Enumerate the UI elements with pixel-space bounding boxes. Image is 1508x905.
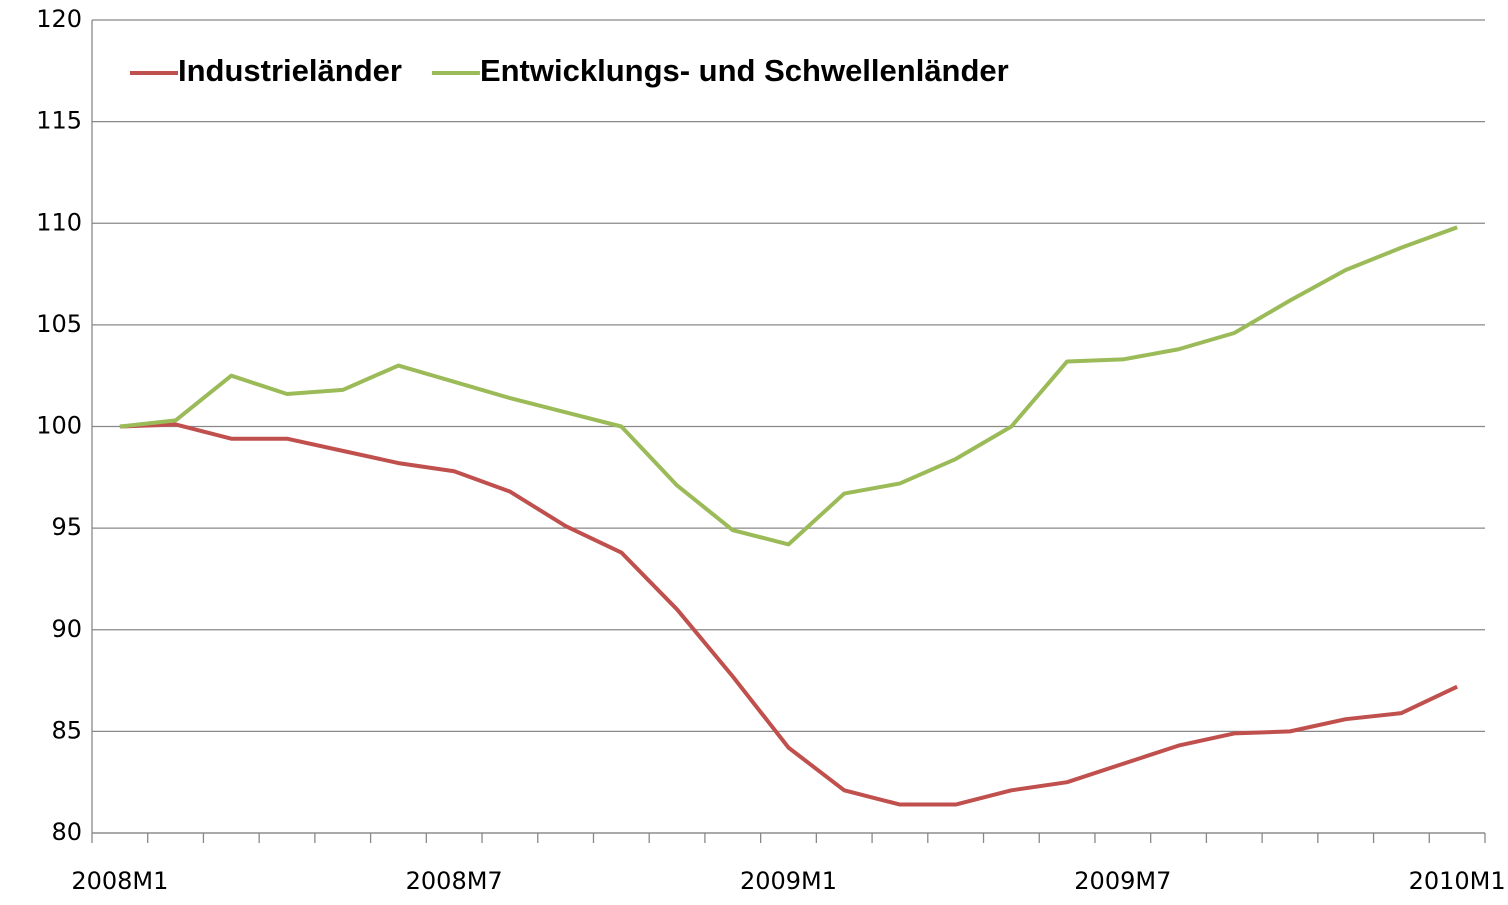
series-line bbox=[119, 422, 1458, 807]
y-tick-label: 90 bbox=[51, 615, 82, 643]
y-tick-label: 105 bbox=[36, 310, 82, 338]
y-tick-label: 110 bbox=[36, 208, 82, 236]
y-tick-label: 80 bbox=[51, 818, 82, 846]
x-tick-label: 2008M7 bbox=[406, 867, 503, 895]
legend-label: Entwicklungs- und Schwellenländer bbox=[480, 53, 1009, 88]
y-tick-label: 100 bbox=[36, 412, 82, 440]
x-tick-label: 2009M7 bbox=[1074, 867, 1171, 895]
y-tick-label: 115 bbox=[36, 107, 82, 135]
x-tick-label: 2010M1 bbox=[1409, 867, 1506, 895]
legend-label: Industrieländer bbox=[178, 53, 402, 88]
x-tick-label: 2008M1 bbox=[71, 867, 168, 895]
y-tick-label: 120 bbox=[36, 5, 82, 33]
y-tick-label: 95 bbox=[51, 513, 82, 541]
y-tick-label: 85 bbox=[51, 716, 82, 744]
x-tick-label: 2009M1 bbox=[740, 867, 837, 895]
series-line bbox=[119, 225, 1458, 547]
